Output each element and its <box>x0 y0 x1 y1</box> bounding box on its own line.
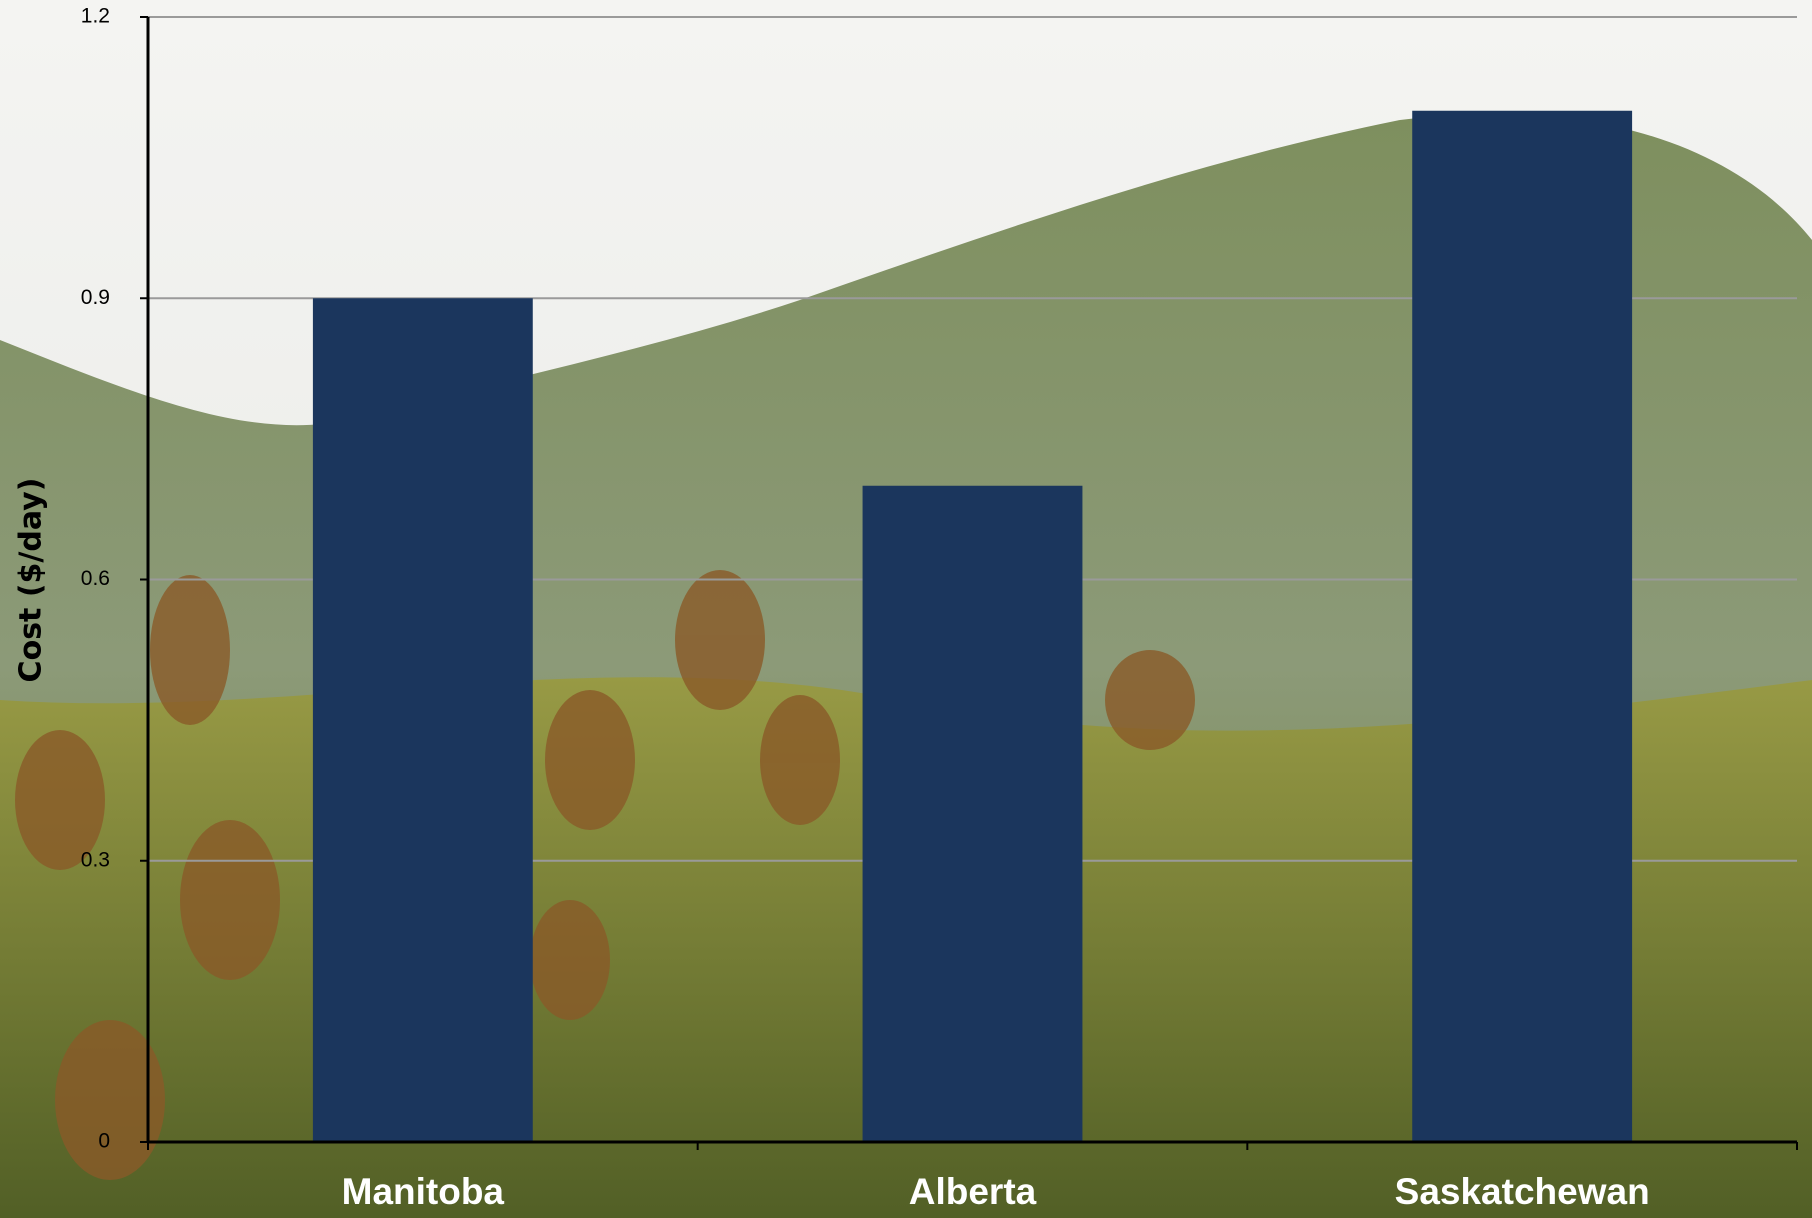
x-tick-label: Manitoba <box>342 1171 505 1212</box>
bar <box>313 298 533 1142</box>
y-axis-title: Cost ($/day) <box>14 478 49 683</box>
y-tick-label: 0.6 <box>81 567 110 590</box>
y-tick-label: 0.9 <box>81 286 110 309</box>
bar <box>863 486 1083 1142</box>
x-tick-label: Alberta <box>909 1171 1037 1212</box>
chart: Cost ($/day) 0 0.3 0.6 0.9 1.2 Manitoba Albert… <box>0 0 1812 1218</box>
y-tick-label: 0.3 <box>81 848 110 871</box>
bar <box>1412 111 1632 1142</box>
y-tick-label: 0 <box>98 1130 110 1153</box>
page: Cost ($/day) 0 0.3 0.6 0.9 1.2 Manitoba Albert… <box>0 0 1812 1218</box>
x-tick-label: Saskatchewan <box>1395 1171 1650 1212</box>
y-tick-label: 1.2 <box>81 5 110 28</box>
